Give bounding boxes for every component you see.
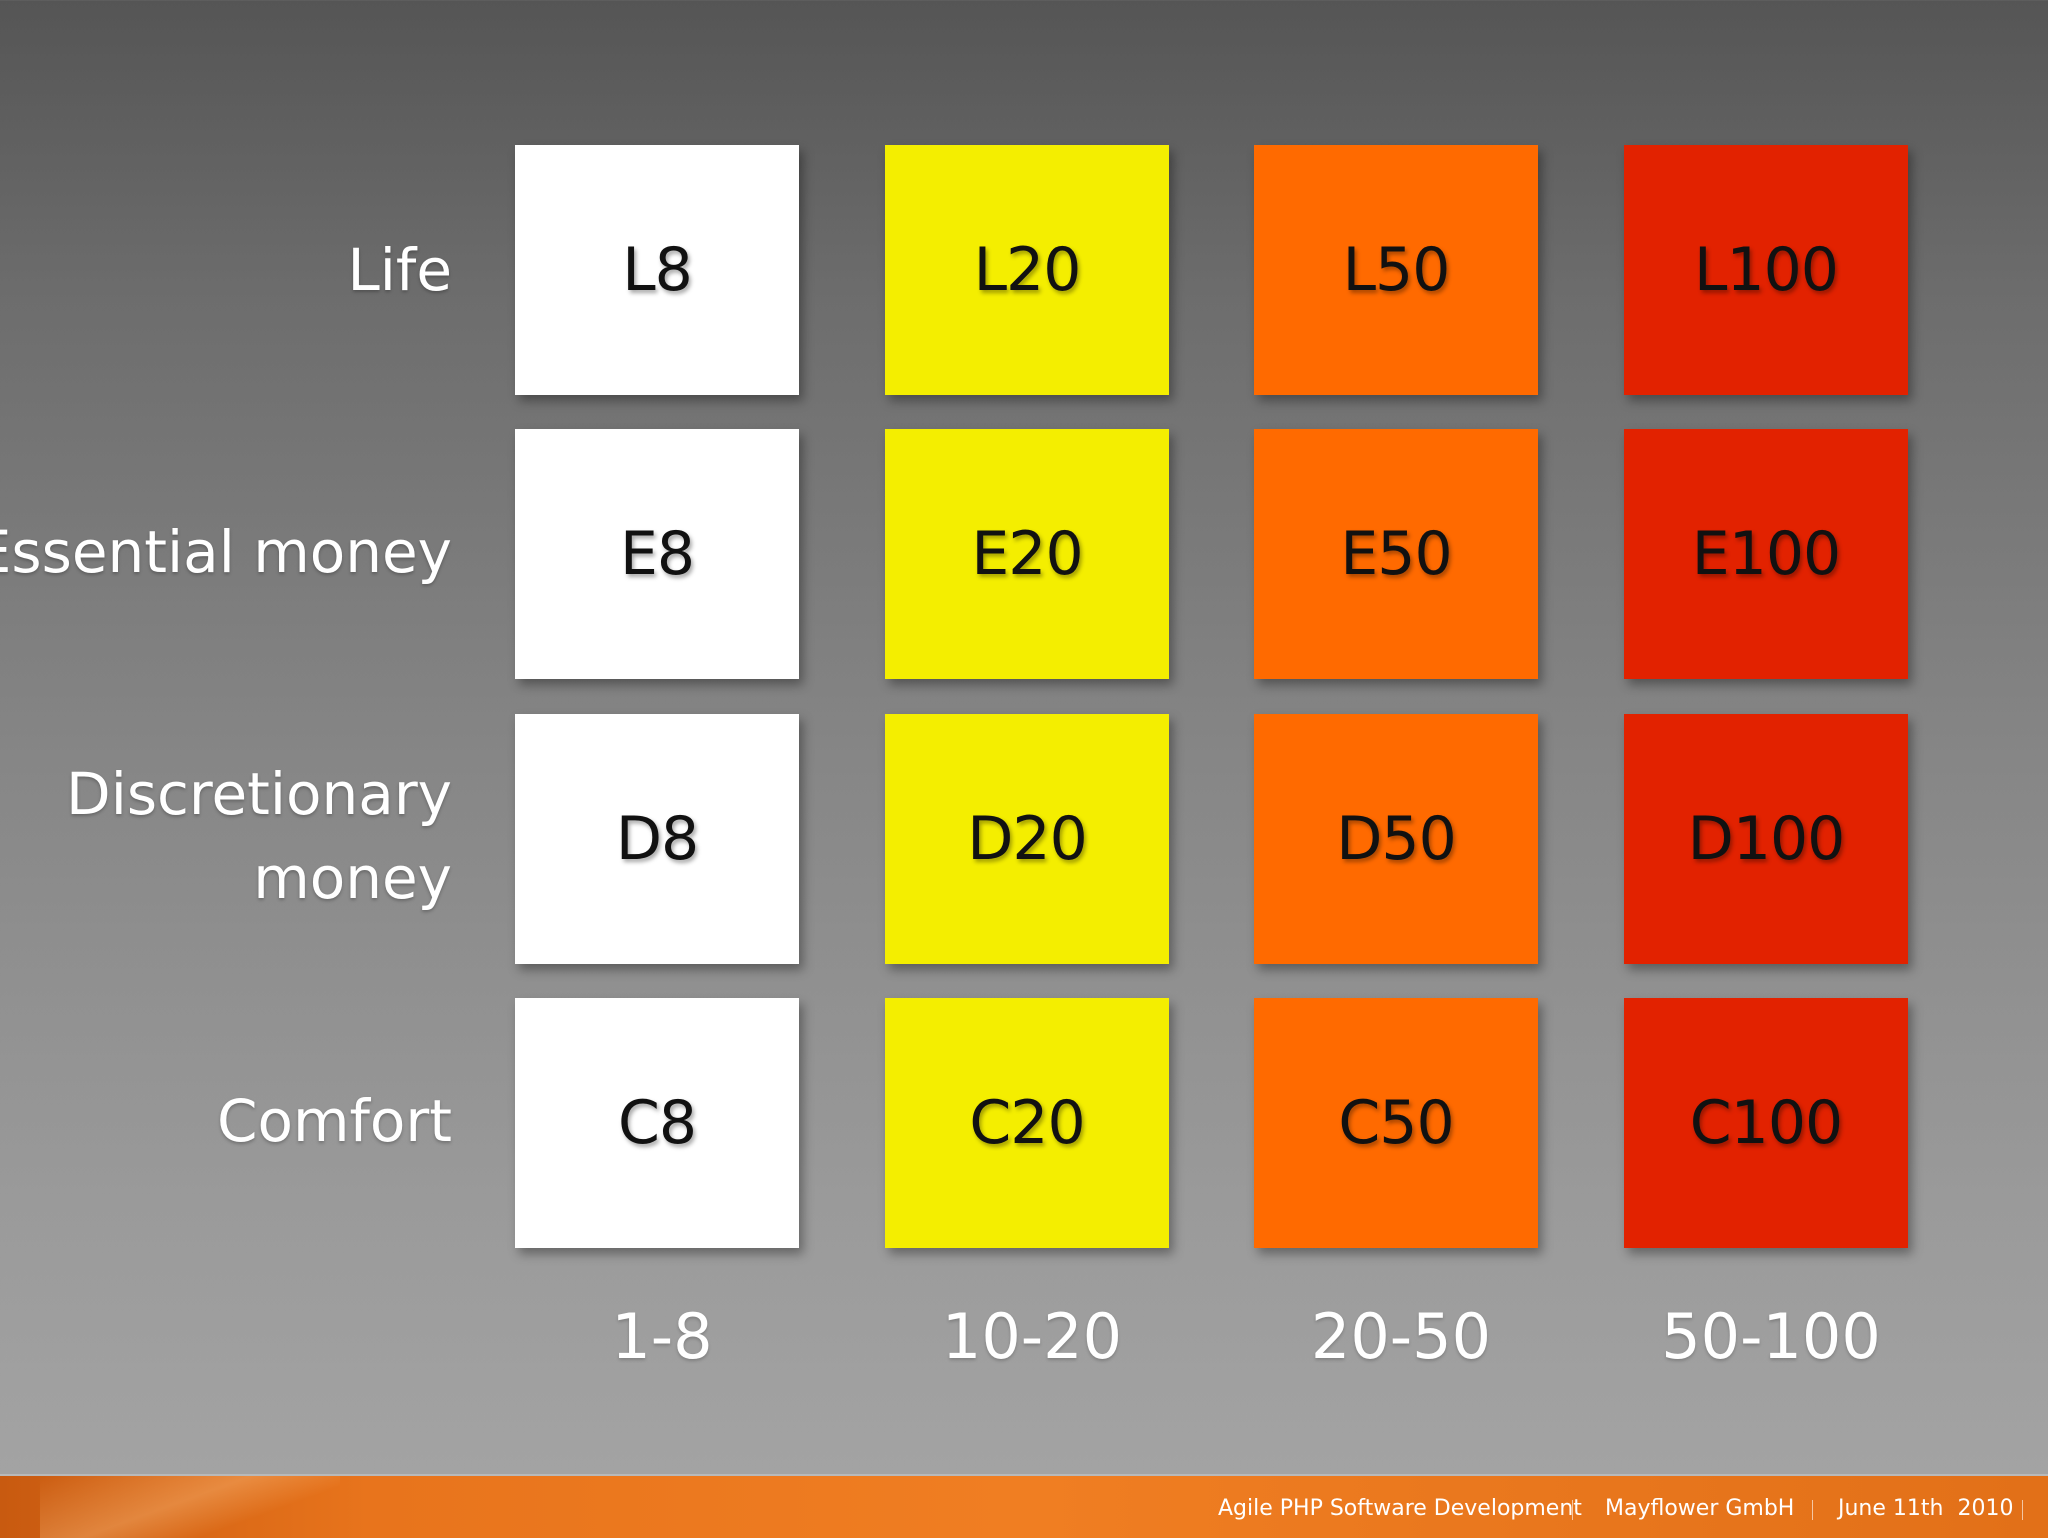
cell-label: L100 xyxy=(1694,235,1839,305)
cell-label: L8 xyxy=(622,235,693,305)
cell-l8: L8 xyxy=(515,145,799,395)
cell-label: E8 xyxy=(619,519,695,589)
cell-label: E20 xyxy=(971,519,1083,589)
cell-c100: C100 xyxy=(1624,998,1908,1248)
row-label-comfort: Comfort xyxy=(217,1087,452,1155)
cell-c20: C20 xyxy=(885,998,1169,1248)
cell-c8: C8 xyxy=(515,998,799,1248)
footer-date: June 11th 2010 xyxy=(1838,1496,2014,1521)
cell-l50: L50 xyxy=(1254,145,1538,395)
cell-label: E50 xyxy=(1340,519,1452,589)
cell-d8: D8 xyxy=(515,714,799,964)
column-label-50-100: 50-100 xyxy=(1661,1300,1881,1373)
cell-d50: D50 xyxy=(1254,714,1538,964)
cell-label: C50 xyxy=(1338,1088,1454,1158)
footer-separator xyxy=(2022,1500,2023,1520)
footer-separator xyxy=(1572,1500,1573,1520)
footer-separator xyxy=(1812,1500,1813,1520)
footer-presentation-title: Agile PHP Software Development xyxy=(1218,1496,1582,1521)
row-label-discretionary-line1: Discretionary xyxy=(66,760,452,828)
row-label-essential-money: Essential money xyxy=(0,518,452,586)
cell-e100: E100 xyxy=(1624,429,1908,679)
footer-bar xyxy=(0,1474,2048,1538)
cell-label: D100 xyxy=(1687,804,1846,874)
cell-d100: D100 xyxy=(1624,714,1908,964)
column-label-10-20: 10-20 xyxy=(941,1300,1123,1373)
cell-label: C8 xyxy=(617,1088,697,1158)
cell-label: D50 xyxy=(1336,804,1457,874)
cell-e20: E20 xyxy=(885,429,1169,679)
cell-c50: C50 xyxy=(1254,998,1538,1248)
row-label-discretionary-money: Discretionary money xyxy=(66,752,452,920)
cell-label: D8 xyxy=(615,804,699,874)
cell-e8: E8 xyxy=(515,429,799,679)
cell-label: C20 xyxy=(969,1088,1085,1158)
cell-l20: L20 xyxy=(885,145,1169,395)
column-label-1-8: 1-8 xyxy=(611,1300,713,1373)
cell-e50: E50 xyxy=(1254,429,1538,679)
cell-label: L50 xyxy=(1342,235,1451,305)
row-label-life: Life xyxy=(347,236,452,304)
cell-label: D20 xyxy=(967,804,1088,874)
cell-label: E100 xyxy=(1691,519,1841,589)
row-label-discretionary-line2: money xyxy=(253,844,452,912)
cell-d20: D20 xyxy=(885,714,1169,964)
footer-decoration xyxy=(40,1476,340,1538)
cell-label: C100 xyxy=(1689,1088,1843,1158)
cell-l100: L100 xyxy=(1624,145,1908,395)
cell-label: L20 xyxy=(973,235,1082,305)
column-label-20-50: 20-50 xyxy=(1310,1300,1492,1373)
footer-company: Mayflower GmbH xyxy=(1605,1496,1795,1521)
